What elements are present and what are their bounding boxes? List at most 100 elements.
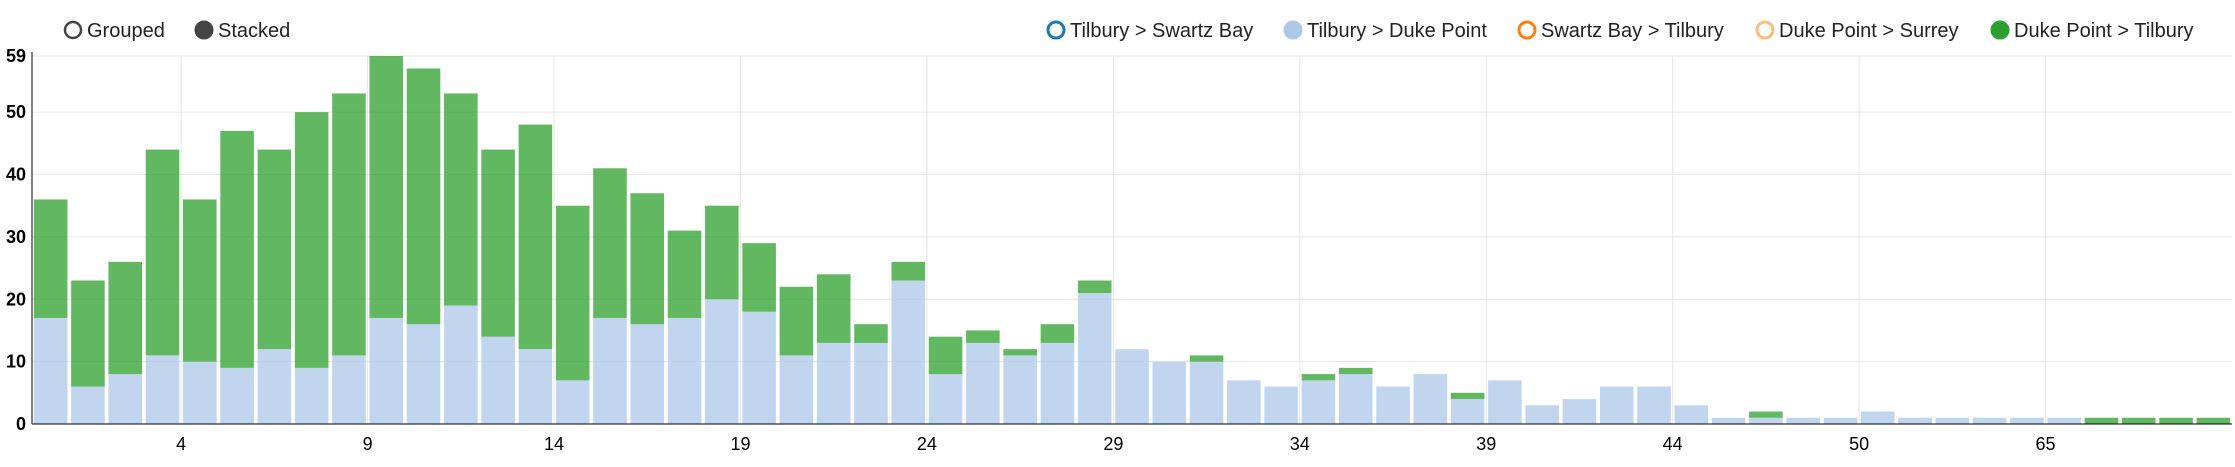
bar-segment-series-1[interactable]	[2047, 417, 2081, 424]
bar-segment-series-4[interactable]	[2196, 417, 2231, 424]
legend-item-duke-point-tilbury[interactable]: Duke Point > Tilbury	[1990, 20, 2194, 42]
legend-label[interactable]: Duke Point > Surrey	[1779, 20, 1959, 42]
bar-segment-series-1[interactable]	[145, 355, 180, 424]
bar-segment-series-1[interactable]	[294, 367, 329, 424]
bar-segment-series-1[interactable]	[1115, 349, 1149, 424]
bar-segment-series-1[interactable]	[1264, 386, 1298, 424]
bar-segment-series-4[interactable]	[183, 199, 217, 362]
bar-segment-series-1[interactable]	[518, 349, 553, 424]
stacked-radio-icon[interactable]	[194, 20, 214, 40]
bar-segment-series-4[interactable]	[2084, 417, 2119, 424]
bar-segment-series-4[interactable]	[1189, 355, 1224, 362]
bar-segment-series-1[interactable]	[1301, 380, 1336, 424]
bar-segment-series-4[interactable]	[518, 124, 553, 350]
bar-segment-series-4[interactable]	[1040, 324, 1075, 343]
bar-segment-series-1[interactable]	[1189, 361, 1224, 424]
legend-item-tilbury-duke-point[interactable]: Tilbury > Duke Point	[1283, 20, 1487, 42]
legend-item-duke-point-surrey[interactable]: Duke Point > Surrey	[1755, 20, 1959, 42]
bar-segment-series-4[interactable]	[481, 149, 515, 337]
bar-segment-series-1[interactable]	[1749, 417, 1783, 424]
legend-swatch-icon[interactable]	[1755, 20, 1775, 40]
grouped-radio-icon[interactable]	[63, 20, 83, 40]
grouped-label[interactable]: Grouped	[87, 20, 165, 42]
legend-label[interactable]: Tilbury > Duke Point	[1307, 20, 1487, 42]
bar-segment-series-1[interactable]	[1823, 417, 1858, 424]
bar-segment-series-1[interactable]	[444, 305, 478, 424]
bar-segment-series-1[interactable]	[71, 386, 105, 424]
bar-segment-series-4[interactable]	[2122, 417, 2156, 424]
bar-segment-series-4[interactable]	[630, 193, 665, 325]
bar-segment-series-1[interactable]	[33, 317, 68, 424]
bar-segment-series-4[interactable]	[332, 93, 366, 356]
bar-segment-series-1[interactable]	[1599, 386, 1634, 424]
legend-label[interactable]: Swartz Bay > Tilbury	[1541, 20, 1724, 42]
bar-segment-series-4[interactable]	[816, 274, 851, 343]
bar-segment-series-1[interactable]	[183, 361, 217, 424]
legend-item-tilbury-swartz-bay[interactable]: Tilbury > Swartz Bay	[1046, 20, 1253, 42]
bar-segment-series-4[interactable]	[1077, 280, 1112, 294]
legend-label[interactable]: Duke Point > Tilbury	[2014, 20, 2194, 42]
bar-segment-series-4[interactable]	[145, 149, 180, 356]
bar-segment-series-4[interactable]	[1301, 374, 1336, 381]
bar-segment-series-1[interactable]	[667, 317, 702, 424]
bar-segment-series-1[interactable]	[816, 342, 851, 424]
legend-swatch-icon[interactable]	[1283, 20, 1303, 40]
bar-segment-series-4[interactable]	[220, 130, 254, 368]
bar-segment-series-1[interactable]	[1525, 405, 1559, 424]
bar-segment-series-1[interactable]	[891, 280, 926, 424]
bar-segment-series-4[interactable]	[928, 336, 963, 375]
bar-segment-series-1[interactable]	[108, 374, 142, 424]
bar-segment-series-4[interactable]	[1749, 411, 1783, 418]
bar-segment-series-1[interactable]	[1450, 399, 1485, 424]
bar-segment-series-4[interactable]	[966, 330, 1000, 343]
bar-segment-series-4[interactable]	[593, 168, 627, 318]
bar-segment-series-1[interactable]	[369, 317, 404, 424]
legend-swatch-icon[interactable]	[1517, 20, 1537, 40]
bar-segment-series-4[interactable]	[71, 280, 105, 387]
bar-segment-series-4[interactable]	[705, 205, 739, 300]
bar-segment-series-1[interactable]	[1972, 417, 2007, 424]
bar-segment-series-1[interactable]	[966, 342, 1000, 424]
bar-segment-series-4[interactable]	[1450, 392, 1485, 400]
bar-segment-series-1[interactable]	[1338, 374, 1373, 424]
bar-segment-series-1[interactable]	[1860, 411, 1895, 424]
bar-segment-series-1[interactable]	[1637, 386, 1671, 424]
bar-segment-series-1[interactable]	[332, 355, 366, 424]
bar-segment-series-1[interactable]	[1935, 417, 1970, 424]
bar-segment-series-4[interactable]	[854, 324, 888, 343]
bar-segment-series-4[interactable]	[33, 199, 68, 318]
bar-segment-series-1[interactable]	[1488, 380, 1522, 424]
bar-segment-series-4[interactable]	[891, 261, 926, 281]
bar-segment-series-1[interactable]	[481, 336, 515, 424]
bar-segment-series-1[interactable]	[1077, 293, 1112, 424]
bar-segment-series-1[interactable]	[1562, 399, 1597, 424]
bar-segment-series-1[interactable]	[1711, 417, 1746, 424]
bar-segment-series-4[interactable]	[1003, 349, 1037, 356]
legend-swatch-icon[interactable]	[1046, 20, 1066, 40]
bar-segment-series-1[interactable]	[742, 311, 776, 424]
legend-item-swartz-bay-tilbury[interactable]: Swartz Bay > Tilbury	[1517, 20, 1724, 42]
bar-segment-series-1[interactable]	[406, 324, 441, 424]
bar-segment-series-1[interactable]	[1227, 380, 1261, 424]
bar-segment-series-1[interactable]	[928, 374, 963, 424]
bar-segment-series-4[interactable]	[294, 112, 329, 368]
stacked-label[interactable]: Stacked	[218, 20, 290, 42]
bar-segment-series-1[interactable]	[854, 342, 888, 424]
bar-segment-series-1[interactable]	[1786, 417, 1820, 424]
bar-segment-series-4[interactable]	[369, 56, 404, 318]
bar-segment-series-4[interactable]	[406, 68, 441, 325]
bar-segment-series-1[interactable]	[705, 299, 739, 424]
bar-segment-series-4[interactable]	[2159, 417, 2193, 424]
bar-segment-series-1[interactable]	[1040, 342, 1075, 424]
bar-segment-series-1[interactable]	[1152, 361, 1187, 424]
bar-segment-series-4[interactable]	[742, 243, 776, 312]
bar-segment-series-1[interactable]	[257, 349, 292, 424]
bar-segment-series-4[interactable]	[667, 230, 702, 318]
legend-label[interactable]: Tilbury > Swartz Bay	[1070, 20, 1253, 42]
grouped-control[interactable]: Grouped	[63, 20, 165, 42]
bar-segment-series-1[interactable]	[630, 324, 665, 424]
bar-segment-series-4[interactable]	[555, 205, 590, 381]
bar-segment-series-1[interactable]	[779, 355, 814, 424]
bar-segment-series-1[interactable]	[593, 317, 627, 424]
bar-segment-series-4[interactable]	[108, 261, 142, 375]
